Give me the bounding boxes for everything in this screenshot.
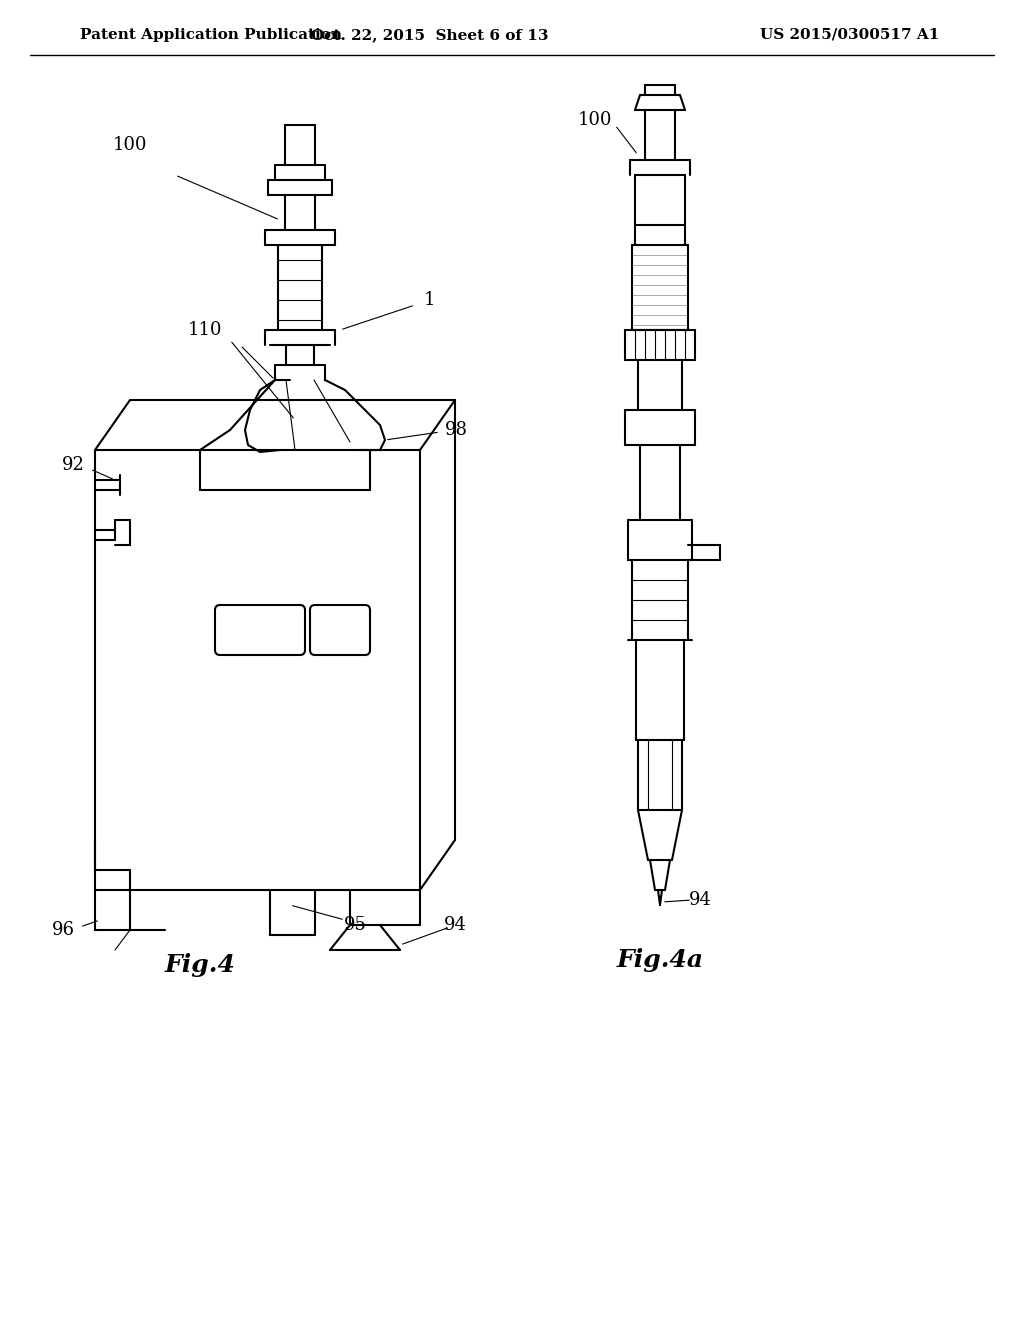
Text: 96: 96: [52, 921, 75, 939]
Text: Oct. 22, 2015  Sheet 6 of 13: Oct. 22, 2015 Sheet 6 of 13: [311, 28, 549, 42]
Text: Patent Application Publication: Patent Application Publication: [80, 28, 342, 42]
Text: 110: 110: [187, 321, 222, 339]
Text: Fig.4a: Fig.4a: [616, 948, 703, 972]
Text: 98: 98: [445, 421, 468, 440]
Text: 95: 95: [344, 916, 367, 935]
Text: 100: 100: [113, 136, 147, 154]
Text: 94: 94: [688, 891, 712, 909]
Text: 1: 1: [424, 290, 436, 309]
Text: 92: 92: [62, 455, 85, 474]
Text: Fig.4: Fig.4: [165, 953, 236, 977]
Text: 94: 94: [443, 916, 467, 935]
Text: 100: 100: [578, 111, 612, 129]
Text: US 2015/0300517 A1: US 2015/0300517 A1: [760, 28, 939, 42]
